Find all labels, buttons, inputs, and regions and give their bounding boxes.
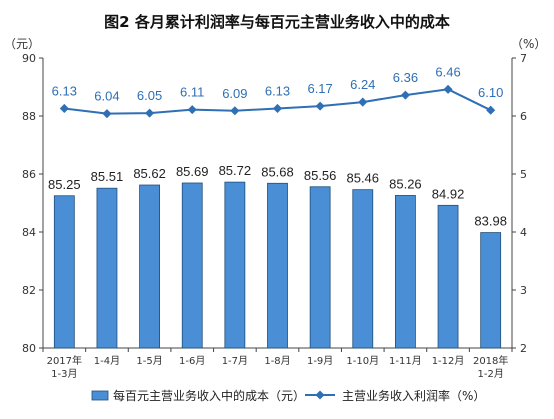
x-tick-label: 1-7月 [222,355,248,367]
x-tick-label: 1-12月 [432,355,465,367]
y-left-tick-label: 86 [22,168,36,181]
line-value-label: 6.04 [94,89,119,104]
line-value-label: 6.13 [52,83,77,98]
line-value-label: 6.09 [222,86,247,101]
line-value-label: 6.46 [435,64,460,79]
bar-value-label: 85.51 [91,169,124,184]
bar-cost [267,182,288,349]
bar-value-label: 85.72 [219,163,252,178]
line-point-marker [187,105,197,115]
y-right-tick-label: 3 [520,284,527,297]
bar-cost [437,204,459,349]
bar-value-label: 85.26 [389,176,422,191]
x-tick-label: 1-11月 [389,355,422,367]
line-point-marker [102,109,112,119]
bar-cost [96,187,118,349]
legend-line-label: 主营业务收入利润率（%） [342,388,485,403]
line-point-marker [486,105,496,115]
y-right-tick-label: 2 [520,342,527,355]
bar-cost [352,189,374,349]
bar-cost [309,186,331,349]
bar-value-label: 84.92 [432,186,465,201]
y-left-tick-label: 90 [22,52,36,65]
legend-bar-label: 每百元主营业务收入中的成本（元） [113,388,305,403]
line-point-marker [272,103,283,113]
line-value-label: 6.13 [265,83,290,98]
bar-value-label: 85.46 [346,171,379,186]
x-tick-label: 2017年 [47,354,82,367]
x-tick-label: 1-2月 [478,368,504,380]
data-labels: 85.25 85.51 85.62 85.69 85.72 85.68 85.56 85.46… [48,64,507,228]
x-tick-label: 1-9月 [307,355,333,367]
bar-value-label: 85.62 [133,166,166,181]
bar-cost [395,195,416,349]
line-point-marker [315,101,325,111]
line-value-label: 6.36 [393,70,418,85]
bar-cost [181,182,203,349]
x-tick-label: 2018年 [473,354,508,367]
line-point-marker [358,97,368,107]
y-right-tick-label: 7 [520,52,527,65]
y-left-tick-label: 84 [22,226,36,239]
x-tick-label: 1-6月 [179,355,205,367]
y-right-tick-label: 6 [520,110,527,123]
bar-cost [53,195,75,349]
bar-value-label: 83.98 [474,214,507,229]
bar-value-label: 85.68 [261,164,294,179]
y-right-tick-label: 5 [520,168,527,181]
line-value-label: 6.11 [180,85,204,100]
right-axis-unit: （%） [511,37,546,51]
y-left-tick-label: 88 [22,110,36,123]
line-value-label: 6.24 [350,77,375,92]
line-point-marker [443,84,453,94]
line-point-marker [400,90,410,100]
x-tick-label: 1-8月 [264,355,290,367]
legend-bar-swatch [91,390,109,401]
bar-value-label: 85.69 [176,164,209,179]
bar-cost [480,232,502,349]
bar-cost [224,181,246,349]
y-right-tick-label: 4 [520,226,527,239]
line-point-marker [145,108,155,118]
y-left-tick-label: 80 [22,342,36,355]
x-tick-label: 1-10月 [346,355,379,367]
x-tick-label: 1-3月 [51,368,77,380]
bar-cost [139,184,160,349]
line-value-label: 6.05 [137,88,162,103]
left-axis-unit: （元） [4,37,40,51]
line-point-marker [230,106,240,116]
line-value-label: 6.10 [478,85,503,100]
legend: 每百元主营业务收入中的成本（元） 主营业务收入利润率（%） [91,388,485,403]
legend-line-marker [315,390,325,400]
bar-series [53,181,502,349]
y-left-tick-label: 82 [22,284,36,297]
chart-title: 图2 各月累计利润率与每百元主营业务收入中的成本 [104,13,450,31]
x-tick-label: 1-4月 [94,355,120,367]
line-value-label: 6.17 [307,81,332,96]
bar-value-label: 85.25 [48,177,81,192]
x-tick-label: 1-5月 [136,355,162,367]
bar-value-label: 85.56 [304,168,337,183]
line-point-marker [59,103,69,113]
